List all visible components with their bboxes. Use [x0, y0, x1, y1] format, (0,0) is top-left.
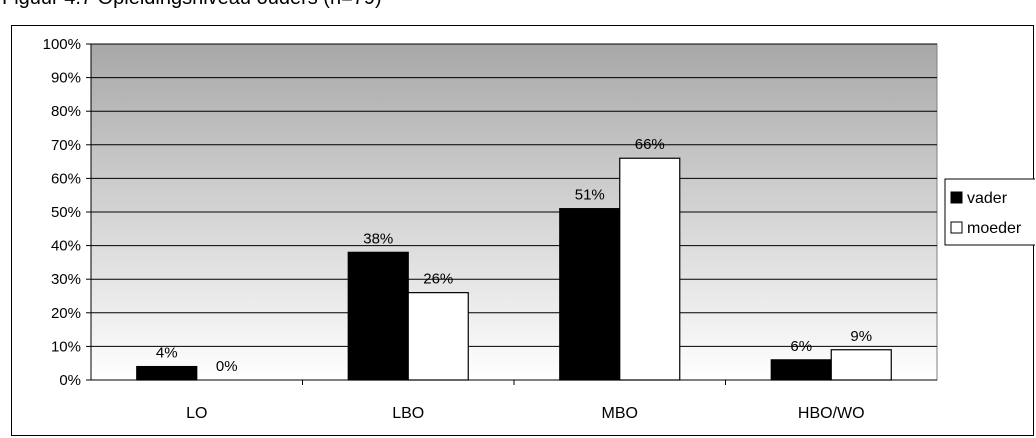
data-label: 51% [575, 187, 605, 204]
y-tick-label: 30% [51, 271, 81, 288]
legend-label-vader: vader [967, 190, 1008, 207]
y-tick-label: 10% [51, 338, 81, 355]
bar-vader [136, 365, 198, 381]
x-category-label: LO [186, 405, 207, 422]
data-label: 66% [635, 136, 665, 153]
y-tick-label: 90% [51, 70, 81, 87]
y-tick-label: 40% [51, 238, 81, 255]
y-tick-label: 0% [59, 372, 81, 389]
figure-caption-strip: Figuur 4.7 Opleidingsniveau ouders (n=79… [0, 0, 1036, 22]
bar-chart: 0% 10% 20% 30% 40% 50% 60% 70% 80% 90% 100% LO 4% 0%… [43, 36, 1035, 422]
legend-box [944, 178, 1035, 246]
data-label: 26% [423, 271, 453, 288]
data-label: 38% [363, 230, 393, 247]
figure-caption: Figuur 4.7 Opleidingsniveau ouders (n=79… [2, 0, 382, 10]
x-category-label: LBO [392, 405, 424, 422]
y-tick-label: 60% [51, 170, 81, 187]
x-category-label: HBO/WO [798, 405, 865, 422]
bar-vader [559, 208, 621, 381]
legend-swatch-vader [950, 191, 963, 204]
legend-label-moeder: moeder [967, 220, 1022, 237]
y-tick-label: 70% [51, 137, 81, 154]
chart-frame: 0% 10% 20% 30% 40% 50% 60% 70% 80% 90% 100% LO 4% 0%… [11, 25, 1035, 436]
y-tick-label: 20% [51, 305, 81, 322]
y-tick-label: 80% [51, 103, 81, 120]
bar-moeder [830, 349, 892, 381]
data-label: 6% [790, 338, 812, 355]
data-label: 9% [850, 328, 872, 345]
y-tick-label: 50% [51, 204, 81, 221]
data-label: 0% [216, 358, 238, 375]
y-tick-label: 100% [43, 36, 81, 53]
bar-vader [347, 251, 409, 381]
bar-vader [770, 359, 832, 381]
legend-swatch-moeder [950, 221, 963, 234]
x-category-label: MBO [602, 405, 638, 422]
bar-moeder [407, 292, 469, 381]
bar-moeder [619, 157, 681, 381]
data-label: 4% [156, 345, 178, 362]
